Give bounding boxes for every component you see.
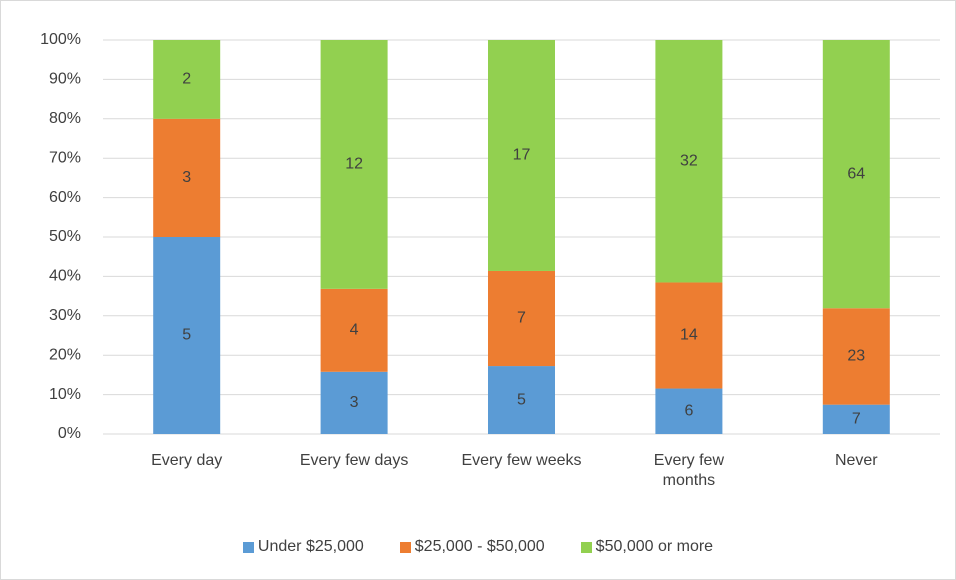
data-label: 5 (182, 327, 191, 344)
x-tick-label: Every few weeks (461, 452, 582, 469)
data-label: 3 (350, 394, 359, 411)
data-label: 3 (182, 169, 191, 186)
legend-swatch (242, 541, 254, 553)
y-tick-label: 60% (49, 189, 81, 206)
data-label: 32 (680, 152, 698, 169)
legend-label: $25,000 - $50,000 (414, 538, 545, 555)
y-tick-label: 20% (49, 346, 81, 363)
data-label: 4 (350, 322, 359, 339)
bar-segment (153, 118, 221, 237)
data-label: 7 (517, 310, 526, 327)
bar-segment (488, 270, 555, 367)
bar-segment (822, 308, 890, 405)
legend-label: $50,000 or more (595, 538, 714, 555)
bar-segment (655, 282, 723, 389)
data-label: 5 (517, 391, 526, 408)
legend-item: Under $25,000 (242, 538, 364, 556)
legend: Under $25,000 $25,000 - $50,000 $50,000 or… (0, 538, 956, 556)
y-tick-label: 100% (40, 31, 81, 48)
data-label: 12 (345, 156, 363, 173)
x-tick-label: Every day (151, 452, 223, 469)
data-label: 64 (847, 165, 865, 182)
data-label: 17 (513, 147, 531, 164)
bar-segment (488, 366, 555, 434)
data-label: 7 (852, 411, 861, 428)
y-tick-label: 10% (49, 386, 81, 403)
bar-segment (153, 40, 221, 119)
bar-segment (320, 288, 388, 372)
bar-segment (320, 40, 388, 289)
data-label: 23 (847, 348, 865, 365)
data-label: 14 (680, 327, 698, 344)
bar-segment (822, 40, 890, 309)
bar-segment (655, 40, 723, 283)
y-tick-label: 40% (49, 268, 81, 285)
legend-item: $50,000 or more (580, 538, 714, 556)
legend-item: $25,000 - $50,000 (399, 538, 545, 556)
bar-segment (153, 237, 221, 434)
legend-swatch (399, 541, 411, 553)
y-tick-label: 50% (49, 228, 81, 245)
y-tick-label: 30% (49, 307, 81, 324)
x-tick-label: Every few days (299, 452, 409, 469)
y-tick-label: 70% (49, 149, 81, 166)
x-tick-label: Every few months (653, 452, 725, 489)
legend-swatch (580, 541, 592, 553)
bar-segment (822, 404, 890, 434)
legend-label: Under $25,000 (257, 538, 364, 555)
y-tick-label: 0% (58, 425, 81, 442)
data-label: 2 (182, 71, 191, 88)
data-label: 6 (684, 402, 693, 419)
bar-segment (655, 388, 723, 434)
y-tick-label: 90% (49, 71, 81, 88)
x-tick-label: Never (834, 452, 878, 469)
bar-segment (320, 371, 388, 434)
y-tick-label: 80% (49, 110, 81, 127)
bar-segment (488, 40, 555, 271)
